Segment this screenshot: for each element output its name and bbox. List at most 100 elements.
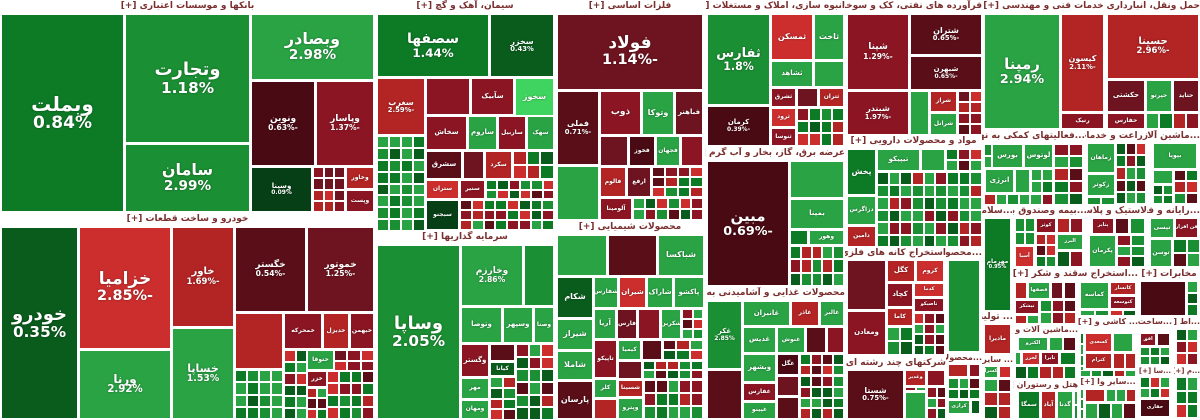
tile[interactable] (530, 220, 543, 230)
tile[interactable] (958, 209, 971, 222)
sector-header[interactable]: ...م [+] (1174, 367, 1200, 376)
tile[interactable] (1046, 245, 1056, 256)
tile-زکوثر[interactable]: زکوثر (1087, 174, 1115, 196)
tile[interactable] (1131, 235, 1145, 246)
tile[interactable] (679, 209, 692, 220)
tile[interactable] (323, 178, 335, 190)
tile[interactable] (1036, 256, 1046, 267)
tile[interactable] (958, 172, 971, 185)
tile[interactable] (970, 102, 982, 113)
tile[interactable] (1123, 403, 1136, 419)
tile-مبین[interactable]: مبین -0.69% (707, 161, 789, 286)
tile[interactable] (642, 340, 662, 360)
tile[interactable] (936, 408, 946, 419)
tile[interactable] (1025, 231, 1035, 245)
tile-وغدیر[interactable]: وغدیر (905, 370, 926, 386)
tile[interactable] (935, 184, 947, 197)
tile-حفارس[interactable]: حفارس (1107, 113, 1145, 129)
tile[interactable] (313, 200, 324, 212)
tile[interactable] (970, 91, 982, 102)
tile[interactable] (656, 198, 668, 209)
tile-زماهان[interactable]: زماهان (1087, 143, 1115, 173)
tile[interactable] (912, 184, 924, 197)
tile-شاملا[interactable]: شاملا (557, 351, 593, 380)
tile-تپسی[interactable]: تپسی (1150, 218, 1174, 238)
sector-header[interactable]: انبوه سازی، املاک و مستغلات [+] (705, 0, 845, 13)
tile[interactable] (970, 222, 982, 235)
tile[interactable] (295, 396, 307, 408)
tile[interactable] (338, 371, 351, 383)
tile[interactable] (808, 120, 821, 134)
tile-دامین[interactable]: دامین (847, 226, 876, 247)
tile[interactable] (413, 147, 425, 160)
tile-کدما[interactable]: کدما (914, 283, 944, 297)
tile[interactable] (777, 376, 799, 396)
tile-شسینا[interactable]: شسینا (618, 380, 643, 397)
tile-کسرا[interactable]: کسرا (984, 366, 998, 378)
tile[interactable] (664, 187, 678, 197)
tile[interactable] (1027, 315, 1039, 324)
tile[interactable] (1057, 251, 1070, 267)
tile[interactable] (1160, 377, 1170, 388)
tile[interactable] (679, 380, 692, 393)
tile-کرازی[interactable]: کرازی (948, 400, 970, 414)
tile[interactable] (900, 197, 912, 210)
tile[interactable] (1041, 194, 1053, 205)
tile[interactable] (284, 396, 296, 408)
tile-حکشتی[interactable]: حکشتی (1107, 80, 1145, 112)
sector-header[interactable]: استخراج کانه های فلزی [+] (845, 247, 946, 259)
tile[interactable] (664, 177, 678, 187)
tile[interactable] (655, 361, 667, 370)
tile[interactable] (1173, 239, 1187, 253)
tile-سخوز[interactable]: سخوز (515, 78, 554, 116)
tile[interactable] (1080, 355, 1084, 366)
tile[interactable] (800, 376, 811, 387)
tile[interactable] (1124, 370, 1136, 377)
tile[interactable] (347, 350, 361, 361)
tile[interactable] (1172, 113, 1186, 129)
tile[interactable] (984, 405, 998, 419)
tile[interactable] (833, 397, 844, 409)
tile[interactable] (1068, 156, 1083, 169)
tile-غاذر[interactable]: غاذر (791, 301, 819, 326)
tile[interactable] (958, 124, 970, 135)
sector-header[interactable]: محصولات شیمیایی [+] (555, 221, 705, 234)
tile[interactable] (463, 151, 484, 179)
tile[interactable] (692, 309, 703, 319)
tile[interactable] (948, 364, 968, 377)
tile[interactable] (516, 394, 529, 408)
tile-پخش[interactable]: پخش (847, 149, 876, 195)
tile[interactable] (912, 222, 924, 235)
tile[interactable] (401, 159, 413, 172)
tile[interactable] (1174, 181, 1186, 193)
tile[interactable] (235, 370, 247, 383)
tile[interactable] (1007, 194, 1019, 205)
tile[interactable] (958, 149, 970, 160)
tile[interactable] (503, 387, 516, 399)
tile-شبندر[interactable]: شبندر -1.97% (847, 91, 909, 135)
tile[interactable] (1062, 337, 1076, 351)
tile[interactable] (1080, 389, 1084, 399)
tile[interactable] (323, 200, 335, 212)
tile[interactable] (1117, 256, 1131, 267)
tile[interactable] (984, 156, 992, 168)
tile-حتاید[interactable]: حتاید (1173, 80, 1199, 112)
tile[interactable] (531, 180, 543, 190)
tile-کنوسعه[interactable]: کنوسعه (1110, 296, 1136, 309)
tile-نیشکر[interactable]: نیشکر (1015, 300, 1039, 314)
tile-سامان[interactable]: سامان 2.99% (125, 144, 250, 212)
tile[interactable] (936, 387, 946, 398)
tile-تاپیکو[interactable]: تاپیکو (594, 340, 617, 378)
tile[interactable] (389, 219, 401, 231)
tile[interactable] (307, 398, 317, 409)
tile[interactable] (820, 133, 833, 146)
tile[interactable] (530, 210, 543, 220)
tile[interactable] (284, 407, 296, 419)
tile[interactable] (822, 408, 833, 419)
tile[interactable] (389, 136, 401, 148)
tile[interactable] (958, 197, 971, 210)
tile[interactable] (691, 380, 703, 393)
tile[interactable] (362, 383, 374, 395)
tile[interactable] (887, 327, 900, 341)
tile[interactable] (921, 149, 945, 171)
